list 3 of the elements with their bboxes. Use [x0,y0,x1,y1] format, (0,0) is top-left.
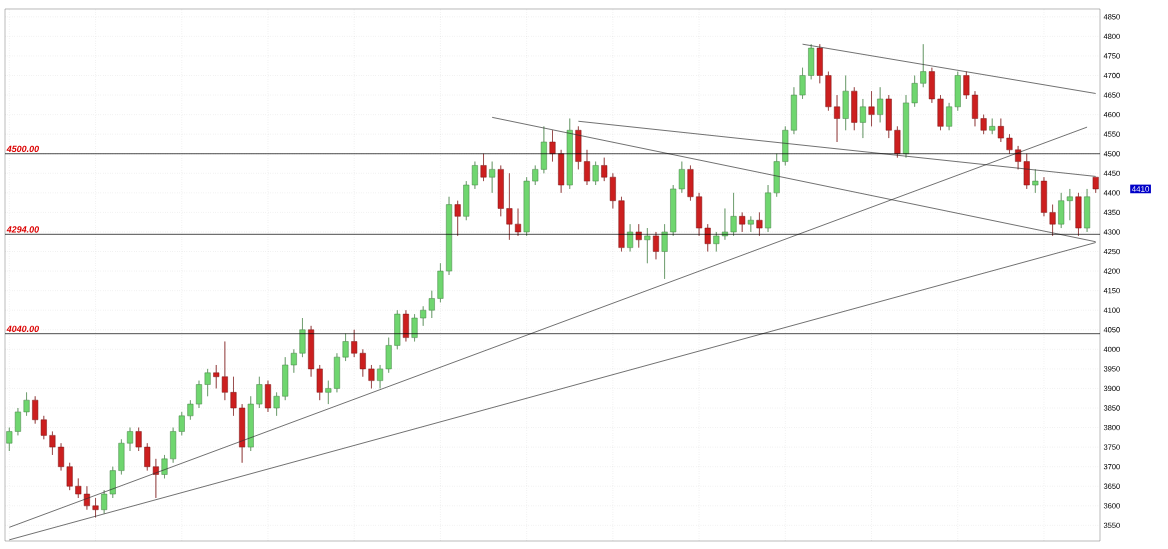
ref-line-label: 4500.00 [6,145,40,153]
ref-line-label: 4294.00 [6,226,40,233]
ref-line-label: 4040.00 [6,325,40,332]
